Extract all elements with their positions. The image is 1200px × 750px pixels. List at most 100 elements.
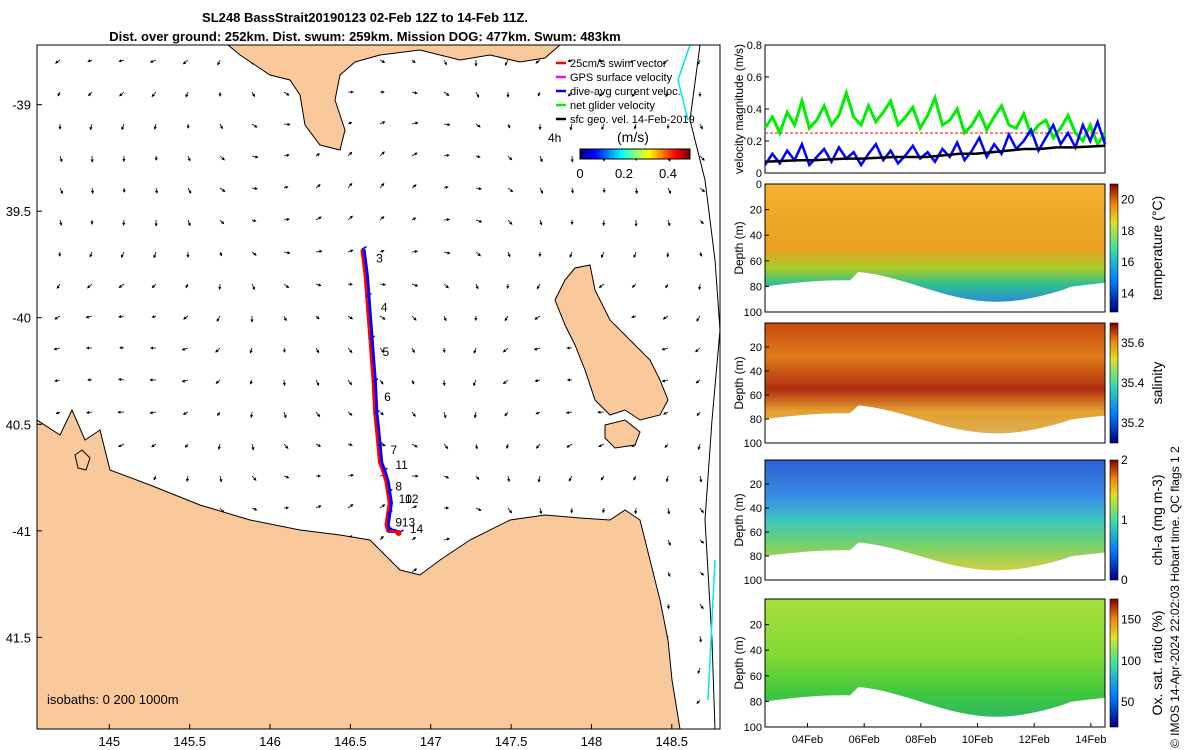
current-vector <box>475 251 482 257</box>
current-vector <box>219 251 223 257</box>
map-x-tick-label: 145 <box>98 734 120 749</box>
current-vector <box>185 91 189 98</box>
current-vector <box>699 603 704 610</box>
current-vector <box>283 91 290 96</box>
current-vector <box>536 283 541 290</box>
current-vector <box>567 59 573 63</box>
track-end-marker <box>395 529 402 536</box>
section-colorbar-label: salinity <box>1149 362 1165 405</box>
title-line-2: Dist. over ground: 252km. Dist. swum: 25… <box>109 29 621 44</box>
section-colorbar <box>1109 459 1119 581</box>
current-vector <box>411 250 419 254</box>
colorbar-cell <box>648 149 651 159</box>
current-vector <box>411 505 418 509</box>
current-vector <box>283 443 289 449</box>
isobath-1000m <box>689 45 720 729</box>
current-vector <box>699 571 705 576</box>
current-vector <box>411 411 416 417</box>
current-vector <box>567 91 573 97</box>
current-vector <box>505 443 509 449</box>
current-vector <box>347 215 354 221</box>
current-vector <box>699 123 703 130</box>
colorbar-cell <box>604 149 607 159</box>
current-vector <box>533 347 541 351</box>
current-vector <box>696 411 701 417</box>
current-vector <box>315 379 320 387</box>
colorbar-cell <box>626 149 629 159</box>
time-x-tick-label: 04Feb <box>792 734 823 746</box>
current-vector <box>699 251 703 257</box>
colorbar-cell <box>599 149 603 159</box>
current-vector <box>217 59 221 66</box>
current-vector <box>443 475 450 479</box>
section-y-tick-label: 40 <box>750 366 762 378</box>
current-vector <box>504 411 509 417</box>
colorbar-cell <box>676 149 680 159</box>
current-vector <box>443 315 447 322</box>
colorbar-cell <box>641 149 645 159</box>
current-vector <box>475 475 480 480</box>
colorbar-cell <box>624 149 627 159</box>
current-vector <box>283 315 287 322</box>
section-colorbar-tick-label: 150 <box>1121 613 1141 627</box>
current-vector <box>539 219 543 226</box>
section-frame <box>764 598 1106 728</box>
section-y-tick-label: 20 <box>750 205 762 217</box>
current-vector <box>283 475 290 479</box>
current-vector <box>347 182 353 189</box>
current-vector <box>315 347 320 354</box>
colorbar-cell <box>588 149 592 159</box>
current-vector <box>504 59 509 66</box>
section-colorbar-label: temperature (°C) <box>1149 196 1165 300</box>
section-colorbar-tick-label: 100 <box>1121 654 1141 668</box>
map-y-tick-label: 40.5 <box>6 417 31 432</box>
map-y-tick-label: -40 <box>12 311 31 326</box>
current-vector <box>315 216 322 221</box>
current-vector <box>539 155 543 163</box>
current-vector <box>54 379 61 383</box>
current-vector <box>443 251 451 255</box>
colorbar-cell <box>643 149 647 159</box>
section-y-tick-label: 40 <box>750 645 762 657</box>
current-vector <box>59 219 63 226</box>
colorbar-cell <box>593 149 596 159</box>
legend-item: 25cm/s swim vector <box>570 58 667 70</box>
current-vector <box>379 182 385 189</box>
colorbar-cell <box>663 149 667 159</box>
current-vector <box>475 91 480 98</box>
current-vector <box>315 443 322 447</box>
current-vector <box>379 504 386 509</box>
current-vector <box>411 283 419 287</box>
current-vector <box>251 283 255 291</box>
current-vector <box>347 473 355 478</box>
current-vector <box>185 283 189 289</box>
current-vector <box>601 123 605 131</box>
current-vector <box>443 59 447 66</box>
current-vector <box>699 187 706 193</box>
current-vector <box>151 283 157 289</box>
current-vector <box>219 187 226 192</box>
section-y-tick-label: 80 <box>750 696 762 708</box>
current-vector <box>633 251 637 259</box>
colorbar-cell <box>670 149 673 159</box>
current-vector <box>631 315 637 319</box>
colorbar-cell <box>654 149 658 159</box>
section-y-tick-label: 60 <box>750 256 762 268</box>
current-vector <box>56 283 61 289</box>
velocity-y-tick-label: 0.6 <box>747 72 762 84</box>
current-vector <box>537 91 541 97</box>
map-axes: 145 145.5 146 146.5 147 147.5 148 148.5-3939.5-… <box>6 98 688 749</box>
current-vector <box>347 282 353 286</box>
figure-title: SL248 BassStrait20190123 02-Feb 12Z to 1… <box>0 8 730 46</box>
current-vector <box>151 443 157 448</box>
time-x-tick-label: 06Feb <box>849 734 880 746</box>
map-y-tick-label: 39.5 <box>6 204 31 219</box>
current-vector <box>379 379 384 385</box>
current-vector <box>86 283 93 289</box>
current-vector <box>118 378 125 382</box>
current-vector <box>661 379 669 383</box>
colorbar-cell <box>591 149 594 159</box>
current-vector <box>507 219 513 225</box>
current-vector <box>282 379 286 387</box>
current-vector <box>667 507 671 515</box>
